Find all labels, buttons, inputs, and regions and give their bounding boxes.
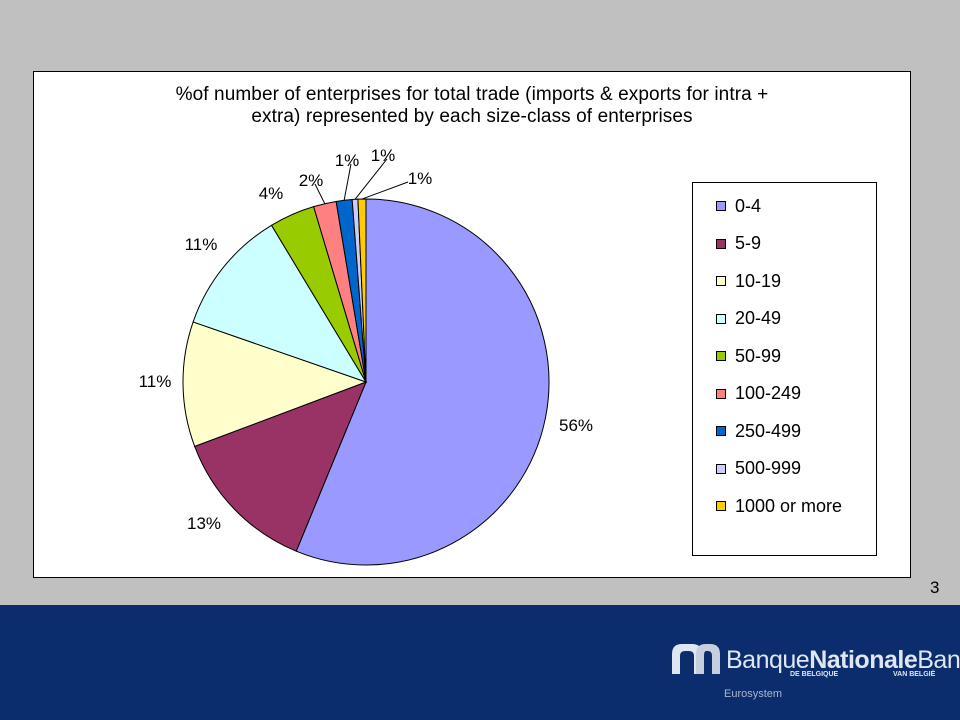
bank-logo-name-2: Nationale bbox=[809, 646, 918, 674]
leader-line-100-249 bbox=[314, 183, 326, 204]
legend-swatch bbox=[716, 501, 726, 511]
slide-number: 3 bbox=[930, 578, 940, 597]
chart-title: %of number of enterprises for total trad… bbox=[34, 84, 910, 128]
pie-chart: 56% 13% 11% 11% 4% 2% 1% 1% 1% bbox=[139, 146, 593, 566]
bank-logo-name-3: Bank bbox=[917, 646, 960, 674]
legend-item-5-9: 5-9 bbox=[716, 233, 761, 255]
legend-label: 0-4 bbox=[735, 195, 762, 216]
data-label-50-99: 4% bbox=[259, 184, 284, 203]
bank-logo: BanqueNationaleBank DE BELGIQUE VAN BELG… bbox=[666, 636, 960, 706]
chart-area: %of number of enterprises for total trad… bbox=[33, 71, 911, 578]
bank-logo-sub-left: DE BELGIQUE bbox=[790, 671, 839, 678]
legend-swatch bbox=[716, 463, 726, 474]
pie-slice-5-9 bbox=[194, 381, 367, 552]
legend-item-250-499: 250-499 bbox=[716, 420, 801, 442]
legend-label: 1000 or more bbox=[735, 495, 843, 516]
legend-swatch bbox=[716, 201, 726, 211]
legend-swatch bbox=[716, 351, 726, 361]
legend-swatch bbox=[716, 426, 726, 436]
legend-item-100-249: 100-249 bbox=[716, 383, 801, 405]
leader-line-1000-or-more bbox=[361, 181, 409, 200]
pie-slice-0-4 bbox=[295, 198, 550, 566]
data-label-1000-or-more: 1% bbox=[408, 169, 433, 188]
legend-label: 250-499 bbox=[735, 420, 802, 441]
leader-line-250-499 bbox=[343, 163, 352, 201]
bank-logo-sub-right: VAN BELGIË bbox=[893, 671, 936, 678]
data-label-250-499: 1% bbox=[335, 151, 360, 170]
legend-swatch bbox=[716, 388, 726, 399]
legend-item-10-19: 10-19 bbox=[716, 270, 781, 292]
legend-item-500-999: 500-999 bbox=[716, 458, 801, 480]
legend-item-20-49: 20-49 bbox=[716, 308, 781, 330]
legend-swatch bbox=[716, 313, 726, 324]
legend-item-1000-or-more: 1000 or more bbox=[716, 495, 842, 517]
pie-slice-1000-or-more bbox=[357, 198, 367, 383]
legend-label: 50-99 bbox=[735, 345, 782, 366]
bank-logo-eurosystem: Eurosystem bbox=[724, 688, 783, 700]
data-label-5-9: 13% bbox=[187, 514, 221, 533]
legend-swatch bbox=[716, 238, 726, 249]
leader-line-500-999 bbox=[354, 158, 388, 200]
legend-label: 20-49 bbox=[735, 308, 782, 328]
chart-legend: 0-4 5-9 10-19 20-49 50-99 100-249 250-499 500-9… bbox=[692, 182, 877, 556]
legend-item-0-4: 0-4 bbox=[716, 195, 761, 217]
data-label-100-249: 2% bbox=[299, 171, 324, 190]
legend-label: 100-249 bbox=[735, 383, 802, 403]
data-label-500-999: 1% bbox=[371, 146, 396, 165]
pie-slice-10-19 bbox=[182, 321, 368, 448]
bank-logo-name: BanqueNationaleBank bbox=[726, 646, 960, 675]
data-label-0-4: 56% bbox=[559, 416, 593, 435]
legend-label: 5-9 bbox=[735, 233, 762, 253]
bank-logo-name-1: Banque bbox=[726, 646, 810, 674]
legend-label: 500-999 bbox=[735, 458, 802, 478]
footer-band bbox=[0, 605, 960, 720]
data-label-20-49: 11% bbox=[185, 235, 218, 254]
data-label-10-19: 11% bbox=[139, 372, 172, 391]
bank-logo-mark-icon bbox=[672, 644, 720, 674]
legend-swatch bbox=[716, 276, 726, 286]
legend-label: 10-19 bbox=[735, 270, 782, 291]
legend-item-50-99: 50-99 bbox=[716, 345, 781, 367]
chart-title-line-1: %of number of enterprises for total trad… bbox=[175, 84, 769, 105]
pie-slice-20-49 bbox=[192, 224, 368, 383]
chart-title-line-2: extra) represented by each size-class of… bbox=[251, 106, 693, 127]
